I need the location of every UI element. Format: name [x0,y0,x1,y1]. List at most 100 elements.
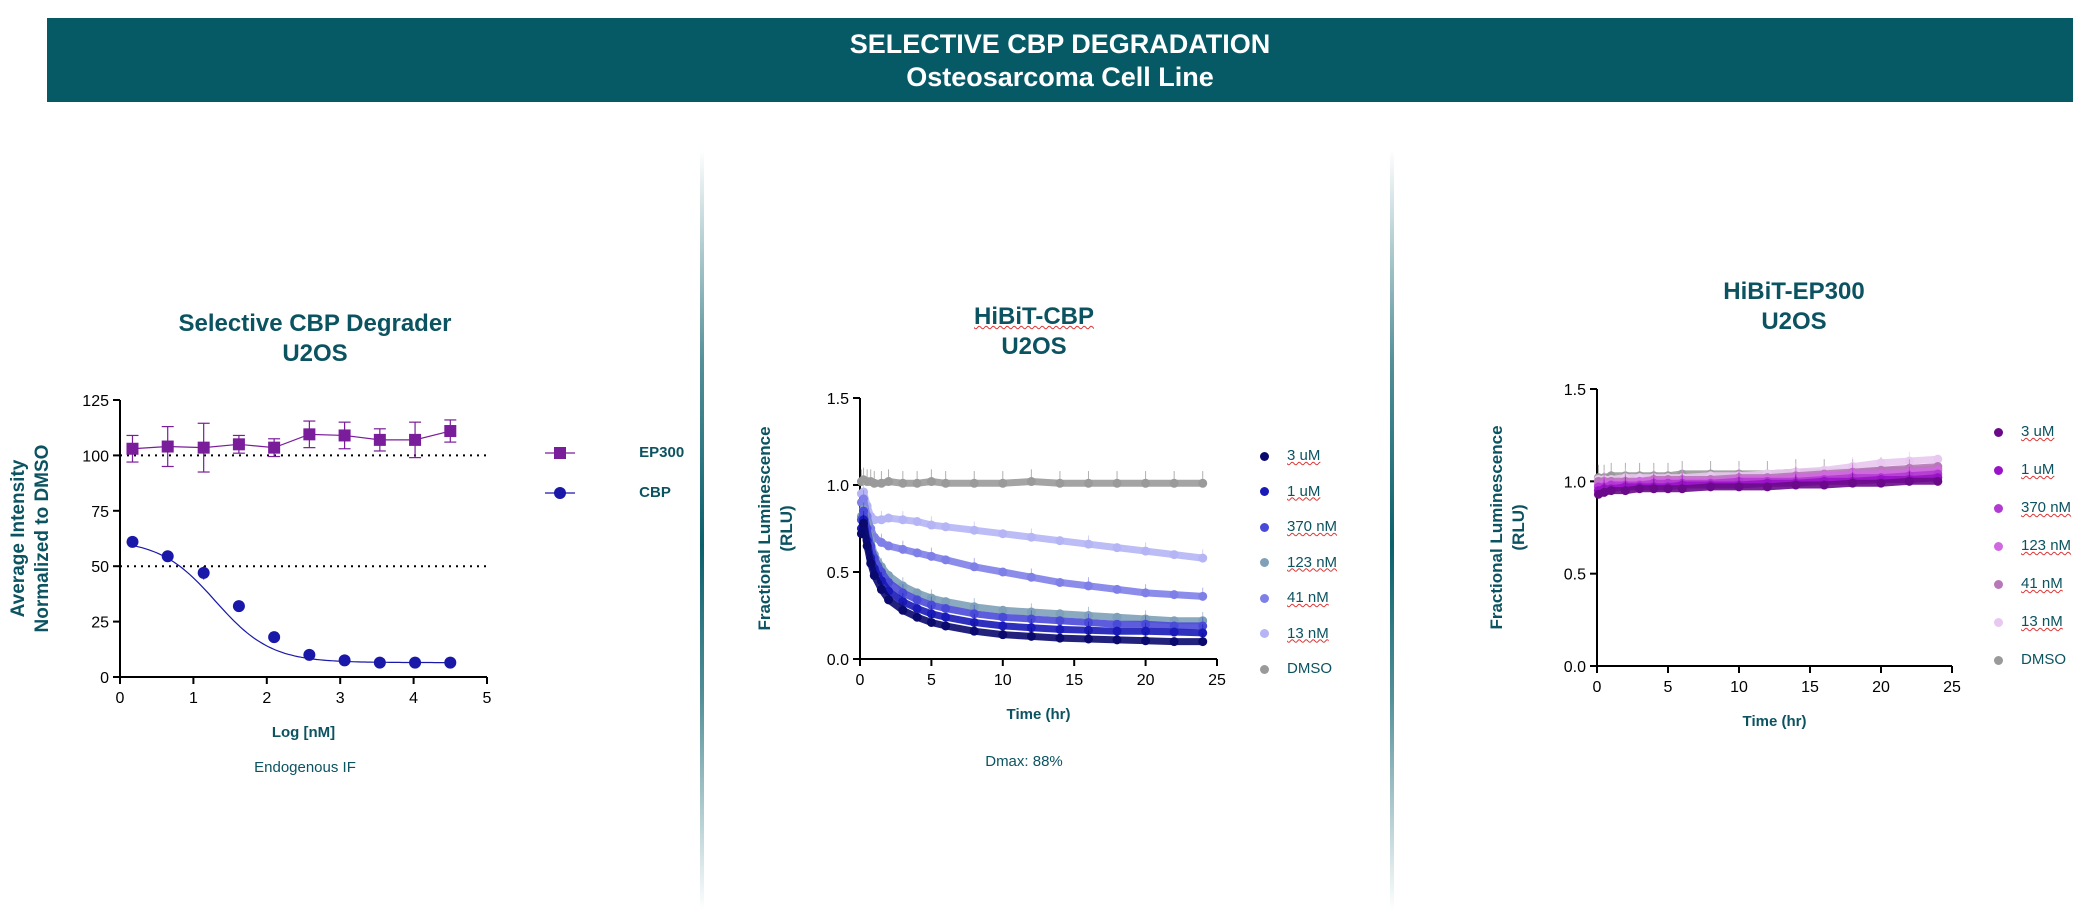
chart2-series-point [912,548,922,558]
chart2-series-point [912,604,922,614]
chart3-y-tick-label: 0.5 [1564,567,1586,584]
chart3-series-point [1848,478,1858,488]
chart2-series-point [898,605,908,615]
chart2-series-point [969,478,979,488]
chart2-series-point [876,537,886,547]
chart2-series-point [876,478,886,488]
chart2-series-point [1055,624,1065,634]
chart3-series-point [1663,484,1673,494]
chart2-legend-item: 3 uM [1260,447,1320,464]
chart2-series-point [941,597,951,607]
chart3-legend-item: 3 uM [1994,423,2054,440]
chart3-y-tick-label: 1.5 [1564,382,1586,399]
chart3-legend-marker [1994,655,2003,665]
chart3-series-point [1762,482,1772,492]
chart2-series-point [1169,478,1179,488]
cbp-point [126,535,139,548]
cbp-point [444,656,457,669]
chart3-x-tick-label: 20 [1872,679,1890,696]
chart3-legend-label: 3 uM [2021,423,2055,440]
chart2-x-tick-label: 25 [1208,672,1226,689]
chart3-title-line2: U2OS [1761,308,1827,335]
chart3-series-point [1904,476,1914,486]
cbp-point [161,550,174,563]
chart3-y-tick-label: 1.0 [1564,474,1586,491]
chart1-y-label: Average Intensity Normalized to DMSO [8,445,53,633]
chart2-series-point [1055,577,1065,587]
chart2-series-point [1141,478,1151,488]
chart2-title-line2: U2OS [1001,333,1067,360]
chart2-y-tick-label: 1.5 [827,391,849,408]
header-subtitle: Osteosarcoma Cell Line [906,62,1214,92]
chart2-x-tick-label: 10 [994,672,1012,689]
chart3-x-tick-label: 0 [1593,679,1602,696]
chart1-y-tick-label: 0 [100,670,109,687]
chart2-series-point [1055,616,1065,626]
chart2-series-point [998,612,1008,622]
chart3-series-point [1599,487,1609,497]
chart3-legend-label: 41 nM [2021,575,2063,592]
chart2-y-tick-label: 1.0 [827,478,849,495]
chart2-series-point [926,477,936,487]
chart3-series-point [1791,480,1801,490]
chart3-series-point [1620,486,1630,496]
chart2-series-point [926,617,936,627]
chart3-legend-marker [1994,541,2003,551]
panel-hibit-cbp: HiBiT-CBP U2OS 0 5 10 15 20 25 0.0 0.5 1.0 1.5 Tim… [704,0,1390,911]
chart2-series-point [1112,478,1122,488]
legend-cbp-marker [545,487,575,500]
chart2-y-label-line2: (RLU) [777,505,796,551]
chart3-plot: 0 5 10 15 20 25 0.0 0.5 1.0 1.5 Time (hr) Fractiona… [1487,382,1961,730]
chart3-legend-marker [1994,427,2003,437]
chart2-series-point [1169,590,1179,600]
chart2-legend-label: DMSO [1287,660,1332,677]
chart3-legend-item: 1 uM [1994,461,2054,478]
chart3-legend-item: DMSO [1994,651,2066,668]
chart2-series-point [998,529,1008,539]
chart3-legend-item: 123 nM [1994,537,2071,554]
chart2-series-point [876,515,886,525]
chart2-series-point [884,541,894,551]
chart2-legend-marker [1260,664,1269,674]
chart1-x-tick-label: 2 [262,690,271,707]
chart2-series-point [1169,627,1179,637]
cbp-point [409,656,422,669]
cbp-fit-curve [132,544,451,664]
panel-hibit-ep300: HiBiT-EP300 U2OS 0 5 10 15 20 25 0.0 0.5 1.0 1.5 T… [1394,0,2099,911]
legend-cbp: CBP [545,484,671,501]
chart2-series-point [1198,553,1208,563]
ep300-point [232,438,245,451]
chart2-legend-marker [1260,451,1269,461]
chart2-series-point [969,562,979,572]
chart3-legend-label: DMSO [2021,651,2066,668]
chart3-series-point [1706,482,1716,492]
chart2-series-point [862,541,872,551]
chart3-legend-item: 370 nM [1994,499,2071,516]
chart2-series-point [1112,612,1122,622]
chart2-series-point [998,621,1008,631]
chart2-legend-item: DMSO [1260,660,1332,677]
chart2-series-point [912,517,922,527]
chart2-x-tick-label: 15 [1065,672,1083,689]
chart2-series-point [1026,631,1036,641]
header-title: SELECTIVE CBP DEGRADATION [849,29,1271,59]
chart2-legend-label: 41 nM [1287,589,1329,606]
chart1-y-tick-label: 50 [91,559,109,576]
ep300-point [338,429,351,442]
chart1-x-tick-label: 0 [116,690,125,707]
chart2-legend-item: 1 uM [1260,483,1320,500]
chart1-note: Endogenous IF [254,759,356,776]
chart2-series-point [1198,478,1208,488]
chart2-legend-marker [1260,487,1269,497]
legend-cbp-label: CBP [639,484,671,501]
chart3-legend-marker [1994,579,2003,589]
chart2-series-point [998,478,1008,488]
chart2-series-point [1112,584,1122,594]
chart2-series-point [1055,633,1065,643]
chart1-x-label: Log [nM] [272,724,335,741]
chart2-legend-label: 3 uM [1287,447,1321,464]
chart2-plot: 0 5 10 15 20 25 0.0 0.5 1.0 1.5 Time (hr) Fractiona… [755,391,1226,723]
chart3-series-point [1876,458,1886,468]
chart2-series-point [998,630,1008,640]
chart3-y-label-line1: Fractional Luminescence [1487,425,1506,629]
